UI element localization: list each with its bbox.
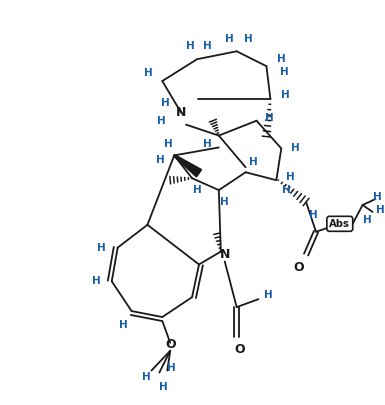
Text: O: O [165, 338, 176, 351]
Text: H: H [164, 139, 172, 149]
Text: H: H [142, 371, 151, 382]
Text: H: H [186, 41, 194, 51]
Text: H: H [286, 172, 295, 182]
Text: H: H [265, 113, 274, 123]
Text: H: H [144, 68, 153, 78]
Polygon shape [174, 155, 202, 177]
Text: H: H [220, 197, 229, 207]
Text: H: H [244, 34, 253, 45]
Text: O: O [234, 343, 245, 356]
Text: H: H [97, 243, 106, 253]
Text: H: H [119, 320, 128, 330]
Text: H: H [225, 34, 234, 45]
Text: H: H [156, 156, 165, 165]
Text: H: H [309, 210, 317, 220]
Text: H: H [192, 185, 201, 195]
Text: H: H [277, 54, 286, 64]
Text: H: H [203, 41, 211, 51]
Text: H: H [291, 143, 300, 153]
Text: H: H [264, 290, 273, 300]
Text: H: H [363, 215, 372, 225]
Text: H: H [280, 67, 289, 77]
Text: H: H [157, 116, 166, 126]
Text: H: H [373, 192, 382, 202]
Text: H: H [159, 382, 168, 392]
Text: H: H [167, 362, 176, 373]
Text: H: H [281, 90, 290, 100]
Text: N: N [176, 106, 186, 119]
Text: H: H [203, 139, 211, 149]
Text: H: H [249, 158, 258, 167]
Text: O: O [294, 261, 305, 274]
Text: Abs: Abs [329, 219, 350, 229]
Text: H: H [92, 276, 100, 286]
Text: H: H [376, 205, 385, 215]
Text: N: N [219, 248, 230, 261]
Text: H: H [282, 185, 291, 195]
Text: H: H [161, 98, 170, 108]
